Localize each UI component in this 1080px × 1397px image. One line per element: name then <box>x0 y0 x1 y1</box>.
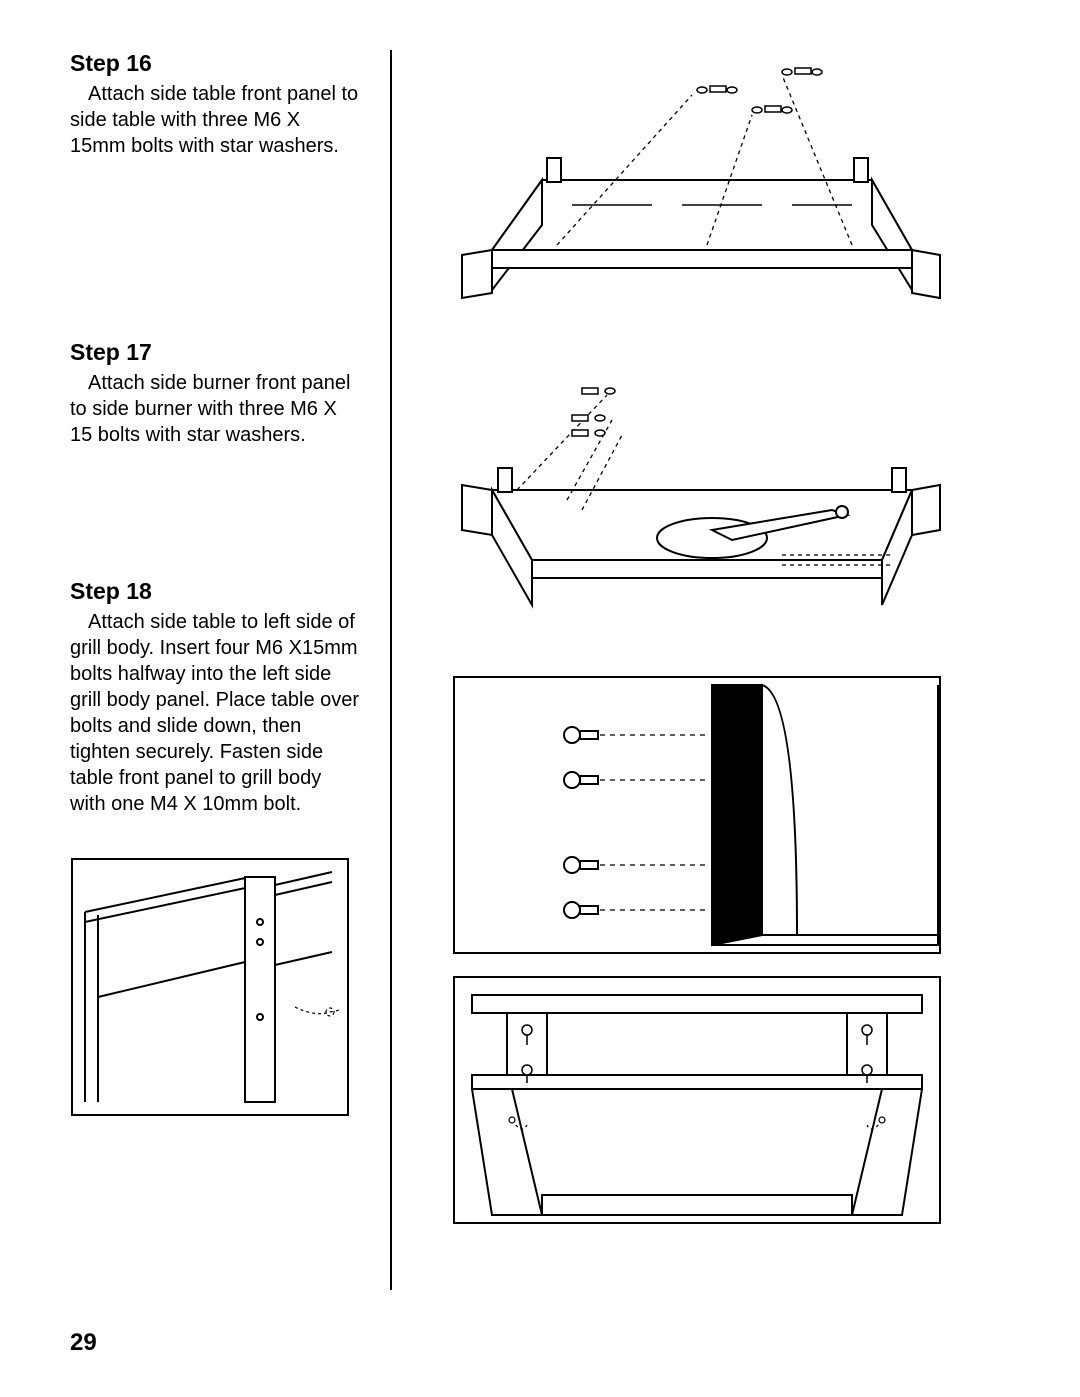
right-column <box>392 50 1020 1290</box>
left-column: Step 16 Attach side table front panel to… <box>70 50 390 1290</box>
step-title: Step 17 <box>70 339 360 366</box>
page-number: 29 <box>70 1329 97 1357</box>
step17-diagram <box>452 360 1020 620</box>
step-17: Step 17 Attach side burner front panel t… <box>70 339 360 448</box>
step-18: Step 18 Attach side table to left side o… <box>70 578 360 817</box>
step16-diagram <box>452 50 1020 310</box>
step-title: Step 16 <box>70 50 360 77</box>
step-title: Step 18 <box>70 578 360 605</box>
step-body: Attach side table to left side of grill … <box>70 609 360 817</box>
step-16: Step 16 Attach side table front panel to… <box>70 50 360 159</box>
step18-diagram-left <box>70 857 360 1117</box>
step-body: Attach side table front panel to side ta… <box>70 81 360 159</box>
step-body: Attach side burner front panel to side b… <box>70 370 360 448</box>
step18-diagram-right-top <box>452 675 1020 955</box>
step18-diagram-right-bottom <box>452 975 1020 1225</box>
manual-page: Step 16 Attach side table front panel to… <box>70 50 1020 1290</box>
